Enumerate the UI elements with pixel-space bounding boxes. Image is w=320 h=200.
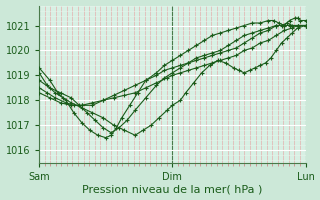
- X-axis label: Pression niveau de la mer( hPa ): Pression niveau de la mer( hPa ): [82, 184, 262, 194]
